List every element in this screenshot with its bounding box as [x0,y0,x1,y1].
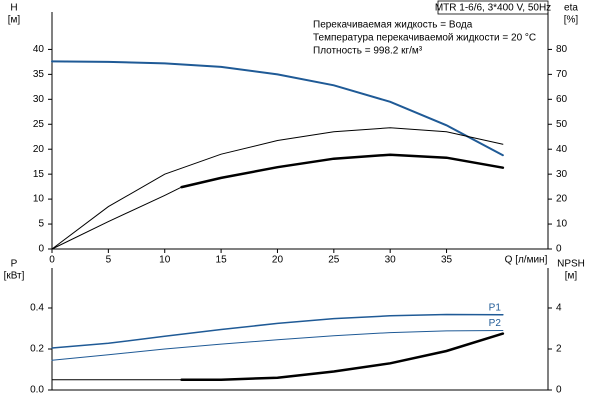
y-tick-label: 40 [33,44,45,55]
y-tick-label: 25 [33,119,45,130]
info-line: Плотность = 998.2 кг/м³ [313,46,423,57]
x-axis-label: Q [л/мин] [505,255,548,266]
y-tick-label: 5 [38,219,44,230]
y-tick-label: 30 [33,94,45,105]
info-line: Перекачиваемая жидкость = Вода [313,20,473,31]
curve-label: P2 [489,318,502,329]
x-tick-label: 15 [216,255,228,266]
y-axis-label: [кВт] [4,271,25,282]
curve [51,127,504,250]
x-tick-label: 10 [159,255,171,266]
curve [180,153,505,189]
y-tick-label: 0.2 [30,344,44,355]
y-tick-label: 0.4 [30,303,44,314]
y2-tick-label: 2 [556,344,562,355]
x-tick-label: 20 [272,255,284,266]
y2-tick-label: 80 [556,44,568,55]
y-tick-label: 0 [38,244,44,255]
y-tick-label: 15 [33,169,45,180]
y2-axis-label: eta [564,3,578,14]
x-tick-label: 0 [49,255,55,266]
y2-tick-label: 0 [556,244,562,255]
y2-tick-label: 20 [556,194,568,205]
y2-tick-label: 50 [556,119,568,130]
info-box [437,0,549,15]
curve [51,313,504,349]
curve [180,332,505,381]
y2-tick-label: 4 [556,303,562,314]
y2-axis-label: [%] [564,15,579,26]
y-tick-label: 20 [33,144,45,155]
y2-tick-label: 70 [556,69,568,80]
y2-tick-label: 10 [556,219,568,230]
curve [51,186,183,250]
y2-tick-label: 0 [556,385,562,396]
x-tick-label: 30 [385,255,397,266]
curve [51,60,504,157]
x-tick-label: 25 [328,255,340,266]
y2-tick-label: 60 [556,94,568,105]
curve [51,330,504,361]
x-tick-label: 5 [106,255,112,266]
y-axis-label: [м] [8,15,21,26]
y2-axis-label: [м] [565,271,578,282]
y2-tick-label: 40 [556,144,568,155]
y2-tick-label: 30 [556,169,568,180]
y-tick-label: 35 [33,69,45,80]
curve-label: P1 [489,302,502,313]
x-tick-label: 35 [441,255,453,266]
y-tick-label: 0.0 [30,385,44,396]
y-axis-label: H [10,3,17,14]
y-axis-label: P [11,259,18,270]
model-label: MTR 1-6/6, 3*400 V, 50Hz [435,3,551,14]
info-line: Температура перекачиваемой жидкости = 20… [313,33,536,44]
y-tick-label: 10 [33,194,45,205]
y2-axis-label: NPSH [557,259,585,270]
